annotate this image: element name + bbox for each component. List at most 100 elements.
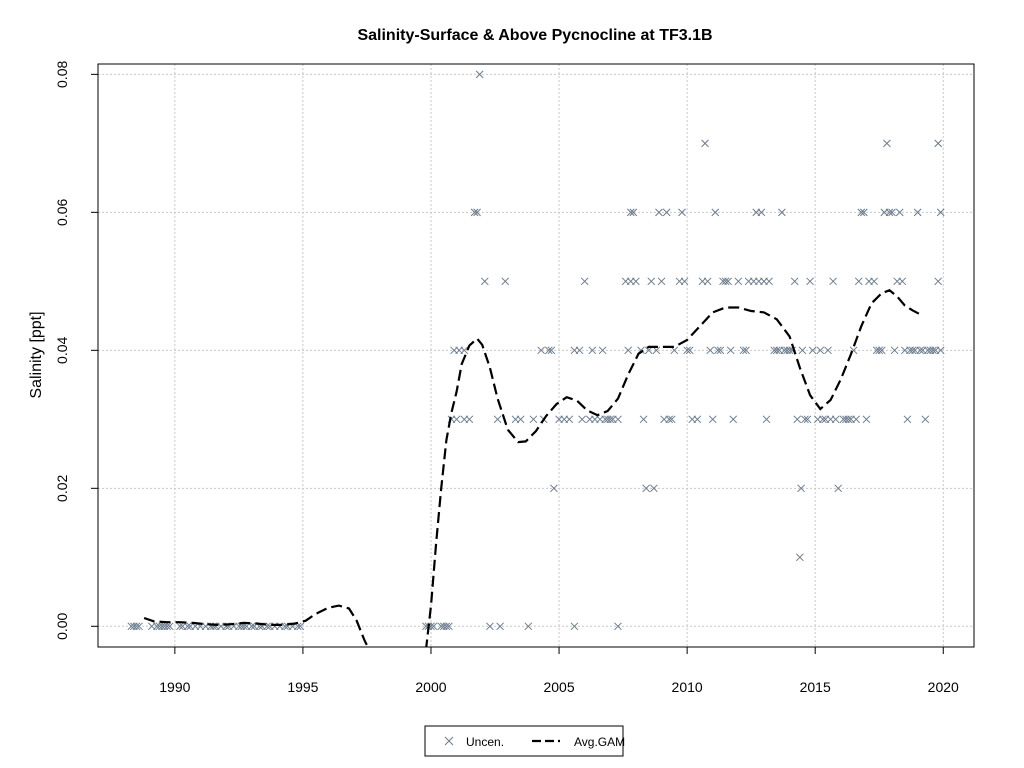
data-point xyxy=(852,415,861,424)
data-point xyxy=(929,346,937,355)
data-point xyxy=(862,415,871,424)
data-point xyxy=(854,277,863,286)
data-point xyxy=(445,622,453,631)
data-point xyxy=(501,277,510,286)
data-point xyxy=(475,70,484,79)
data-point xyxy=(801,415,809,424)
data-point xyxy=(921,415,930,424)
data-point xyxy=(486,622,494,631)
data-point xyxy=(762,415,771,424)
data-point xyxy=(724,277,732,286)
data-point xyxy=(183,622,192,631)
data-point xyxy=(529,415,538,424)
legend-label-gam: Avg.GAM xyxy=(574,735,625,749)
data-point xyxy=(888,208,896,217)
x-tick-label: 2010 xyxy=(672,679,703,695)
data-point xyxy=(795,553,804,562)
data-point xyxy=(734,277,743,286)
data-point xyxy=(877,346,886,355)
y-tick-label: 0.04 xyxy=(54,336,70,363)
data-point xyxy=(831,415,840,424)
data-point xyxy=(606,415,615,424)
data-point xyxy=(834,484,843,493)
y-tick-label: 0.02 xyxy=(54,474,70,501)
data-point xyxy=(714,346,722,355)
data-point xyxy=(496,622,504,631)
x-tick-label: 2005 xyxy=(543,679,574,695)
data-point xyxy=(790,277,799,286)
data-point xyxy=(875,346,884,355)
data-point xyxy=(729,415,738,424)
data-point xyxy=(829,277,837,286)
data-point xyxy=(657,277,666,286)
legend-marker-uncen xyxy=(444,736,454,746)
data-point xyxy=(524,622,533,631)
data-point xyxy=(936,208,945,217)
data-point xyxy=(655,208,663,217)
data-point xyxy=(870,277,878,286)
data-point xyxy=(857,208,866,217)
data-point xyxy=(765,277,773,286)
plot-frame xyxy=(97,63,975,648)
data-point xyxy=(588,346,597,355)
data-point xyxy=(680,277,689,286)
data-point xyxy=(470,208,479,217)
data-point xyxy=(890,346,899,355)
x-tick-label: 1990 xyxy=(159,679,190,695)
data-point xyxy=(742,346,750,355)
data-point xyxy=(580,277,589,286)
data-point xyxy=(706,346,715,355)
legend-box xyxy=(424,725,624,757)
gam-segment xyxy=(425,289,924,647)
data-point xyxy=(649,484,658,493)
data-point xyxy=(806,277,814,286)
data-point xyxy=(898,277,907,286)
y-tick-label: 0.08 xyxy=(54,61,70,88)
data-point xyxy=(797,484,805,493)
legend: Uncen. Avg.GAM xyxy=(424,725,625,757)
y-tick-label: 0.00 xyxy=(54,612,70,639)
data-point xyxy=(639,415,648,424)
data-point xyxy=(685,346,694,355)
data-point xyxy=(624,346,633,355)
data-point xyxy=(493,415,502,424)
data-point xyxy=(667,415,676,424)
data-point xyxy=(816,346,825,355)
data-point xyxy=(598,346,607,355)
data-point xyxy=(296,622,305,631)
x-tick-label: 1995 xyxy=(287,679,318,695)
data-point xyxy=(550,484,558,493)
grid xyxy=(98,64,974,647)
chart-title: Salinity-Surface & Above Pycnocline at T… xyxy=(357,27,712,44)
data-point xyxy=(703,277,712,286)
data-point xyxy=(701,139,709,148)
data-point xyxy=(647,277,656,286)
data-point xyxy=(176,622,184,631)
data-point xyxy=(578,415,586,424)
data-point xyxy=(662,208,671,217)
data-point xyxy=(934,277,942,286)
data-point xyxy=(785,346,794,355)
gam-curve xyxy=(143,289,924,647)
data-point xyxy=(665,415,674,424)
data-point xyxy=(473,208,481,217)
data-point xyxy=(808,346,817,355)
data-point xyxy=(716,346,725,355)
legend-label-uncen: Uncen. xyxy=(466,735,504,749)
data-point xyxy=(642,484,650,493)
data-point xyxy=(819,415,827,424)
data-point xyxy=(934,139,942,148)
y-axis-label: Salinity [ppt] xyxy=(28,311,45,398)
data-point xyxy=(442,622,451,631)
data-point xyxy=(632,277,640,286)
data-point xyxy=(570,622,579,631)
data-point xyxy=(903,415,912,424)
data-point xyxy=(803,415,812,424)
data-point xyxy=(537,346,545,355)
scatter-points xyxy=(127,70,945,631)
data-point xyxy=(614,622,622,631)
data-point xyxy=(739,346,748,355)
data-point xyxy=(726,346,735,355)
data-point xyxy=(711,208,720,217)
data-point xyxy=(544,346,553,355)
